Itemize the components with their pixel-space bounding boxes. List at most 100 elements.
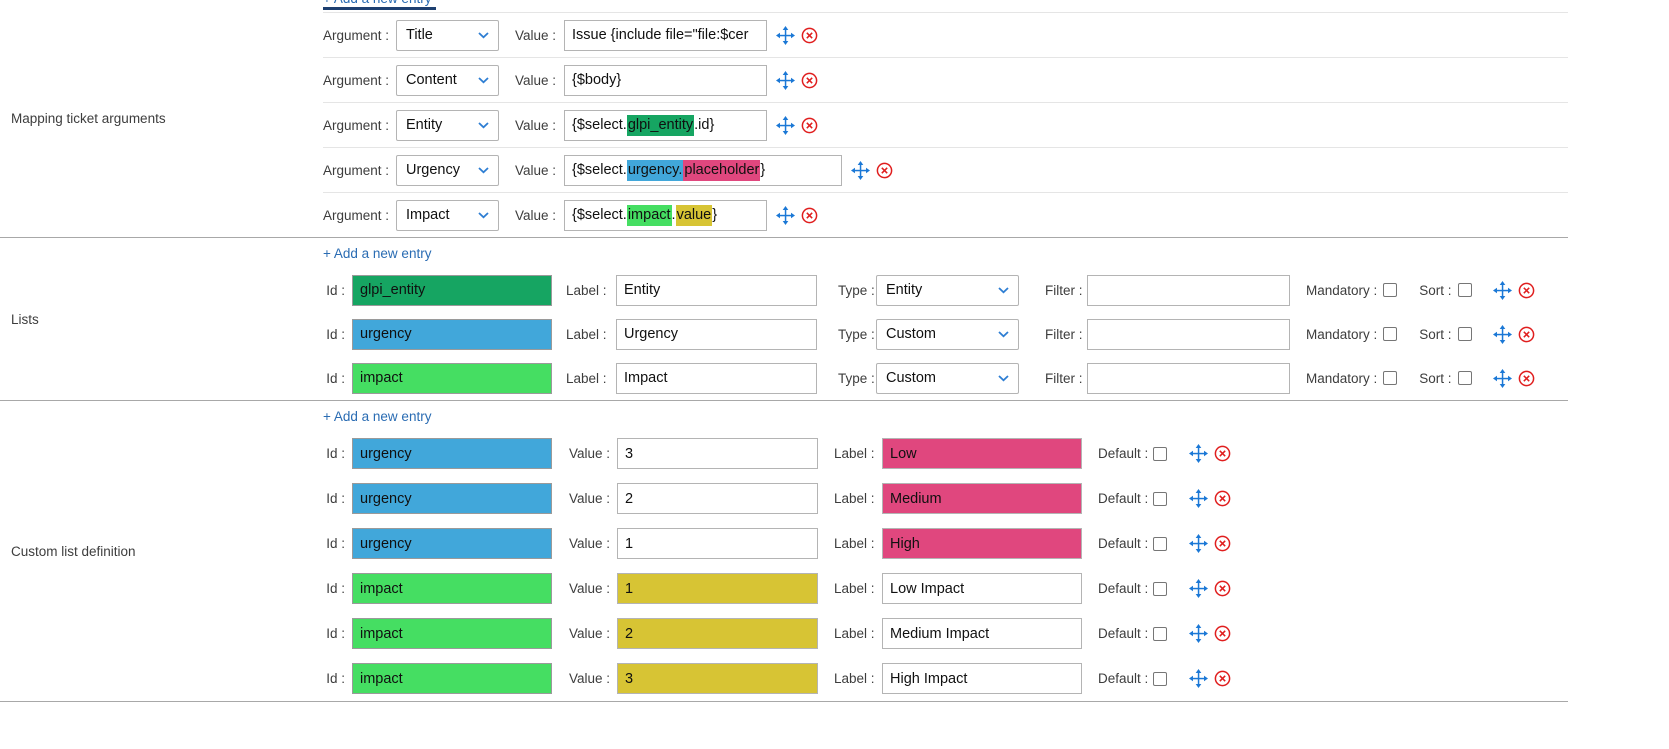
- filter-input[interactable]: [1087, 274, 1290, 306]
- type-select[interactable]: Entity: [876, 274, 1019, 306]
- move-icon[interactable]: [1189, 624, 1209, 643]
- label-input[interactable]: Impact: [616, 362, 817, 394]
- id-input[interactable]: urgency: [352, 318, 552, 350]
- add-entry-link[interactable]: + Add a new entry: [323, 408, 432, 424]
- label-input[interactable]: Urgency: [616, 318, 817, 350]
- delete-icon[interactable]: [801, 207, 818, 224]
- id-text: urgency: [360, 490, 412, 507]
- default-checkbox[interactable]: [1153, 671, 1168, 686]
- delete-icon[interactable]: [1214, 580, 1231, 597]
- value-text: 3: [625, 670, 634, 687]
- value-input[interactable]: Issue {include file="file:$cer: [564, 19, 767, 51]
- label-text: Impact: [624, 370, 668, 386]
- delete-icon[interactable]: [1214, 670, 1231, 687]
- label-input[interactable]: Medium: [882, 483, 1082, 514]
- move-icon[interactable]: [1189, 489, 1209, 508]
- id-input[interactable]: glpi_entity: [352, 274, 552, 306]
- delete-icon[interactable]: [1214, 625, 1231, 642]
- delete-icon[interactable]: [801, 117, 818, 134]
- id-input[interactable]: urgency: [352, 528, 552, 559]
- mandatory-checkbox[interactable]: [1383, 371, 1398, 385]
- value-input[interactable]: {$select. impact. value}: [564, 199, 767, 231]
- move-icon[interactable]: [1189, 444, 1209, 463]
- id-input[interactable]: impact: [352, 618, 552, 649]
- id-label: Id :: [326, 446, 345, 461]
- argument-select[interactable]: Impact: [396, 199, 499, 231]
- add-entry-row-cut: + Add a new entry: [323, 0, 1568, 12]
- move-icon[interactable]: [1189, 534, 1209, 553]
- label-input[interactable]: Low Impact: [882, 573, 1082, 604]
- id-text: impact: [360, 580, 403, 597]
- delete-icon[interactable]: [801, 72, 818, 89]
- filter-input[interactable]: [1087, 318, 1290, 350]
- value-input[interactable]: 3: [617, 663, 818, 694]
- delete-icon[interactable]: [1214, 535, 1231, 552]
- value-input[interactable]: 2: [617, 483, 818, 514]
- move-icon[interactable]: [776, 25, 795, 45]
- id-input[interactable]: urgency: [352, 483, 552, 514]
- id-input[interactable]: impact: [352, 663, 552, 694]
- move-icon[interactable]: [776, 115, 795, 135]
- delete-icon[interactable]: [876, 162, 893, 179]
- add-entry-link[interactable]: + Add a new entry: [323, 0, 431, 6]
- label-input[interactable]: Entity: [616, 274, 817, 306]
- label-input[interactable]: High: [882, 528, 1082, 559]
- sort-checkbox[interactable]: [1457, 327, 1472, 341]
- id-input[interactable]: urgency: [352, 438, 552, 469]
- default-checkbox[interactable]: [1153, 536, 1168, 551]
- default-checkbox[interactable]: [1153, 581, 1168, 596]
- delete-icon[interactable]: [1518, 370, 1535, 387]
- default-checkbox[interactable]: [1153, 626, 1168, 641]
- argument-select[interactable]: Urgency: [396, 154, 499, 186]
- label-input[interactable]: Low: [882, 438, 1082, 469]
- sort-checkbox[interactable]: [1457, 371, 1472, 385]
- id-input[interactable]: impact: [352, 573, 552, 604]
- delete-icon[interactable]: [1214, 490, 1231, 507]
- delete-icon[interactable]: [1518, 326, 1535, 343]
- value-label: Value :: [515, 27, 557, 43]
- mandatory-checkbox[interactable]: [1383, 283, 1398, 297]
- chevron-down-icon: [998, 374, 1009, 382]
- custom-row: Id : urgency Value : 1 Label : High Defa…: [323, 521, 1568, 566]
- label-label: Label :: [566, 282, 607, 298]
- value-input[interactable]: 1: [617, 573, 818, 604]
- default-checkbox[interactable]: [1153, 491, 1168, 506]
- row-actions: [1189, 669, 1231, 688]
- move-icon[interactable]: [776, 70, 795, 90]
- move-icon[interactable]: [1492, 368, 1512, 388]
- add-entry-link[interactable]: + Add a new entry: [323, 245, 432, 261]
- move-icon[interactable]: [776, 205, 795, 225]
- delete-icon[interactable]: [1214, 445, 1231, 462]
- value-input[interactable]: {$select. glpi_entity .id}: [564, 109, 767, 141]
- argument-select[interactable]: Entity: [396, 109, 499, 141]
- value-input[interactable]: {$body}: [564, 64, 767, 96]
- delete-icon[interactable]: [1518, 282, 1535, 299]
- move-icon[interactable]: [1492, 280, 1512, 300]
- default-checkbox[interactable]: [1153, 446, 1168, 461]
- move-icon[interactable]: [1189, 669, 1209, 688]
- id-label: Id :: [326, 581, 345, 596]
- argument-select-value: Urgency: [406, 162, 460, 178]
- argument-select[interactable]: Title: [396, 19, 499, 51]
- filter-input[interactable]: [1087, 362, 1290, 394]
- move-icon[interactable]: [1189, 579, 1209, 598]
- filter-label: Filter :: [1045, 282, 1083, 298]
- type-select[interactable]: Custom: [876, 318, 1019, 350]
- label-input[interactable]: Medium Impact: [882, 618, 1082, 649]
- label-text: Low Impact: [890, 580, 965, 597]
- argument-select[interactable]: Content: [396, 64, 499, 96]
- id-input[interactable]: impact: [352, 362, 552, 394]
- label-label: Label :: [566, 326, 607, 342]
- value-input[interactable]: 3: [617, 438, 818, 469]
- label-input[interactable]: High Impact: [882, 663, 1082, 694]
- default-label: Default :: [1098, 671, 1149, 686]
- value-input[interactable]: 1: [617, 528, 818, 559]
- move-icon[interactable]: [1492, 324, 1512, 344]
- move-icon[interactable]: [851, 160, 870, 180]
- sort-checkbox[interactable]: [1457, 283, 1472, 297]
- type-select[interactable]: Custom: [876, 362, 1019, 394]
- value-input[interactable]: 2: [617, 618, 818, 649]
- value-input[interactable]: {$select. urgency. placeholder}: [564, 154, 842, 186]
- delete-icon[interactable]: [801, 27, 818, 44]
- mandatory-checkbox[interactable]: [1383, 327, 1398, 341]
